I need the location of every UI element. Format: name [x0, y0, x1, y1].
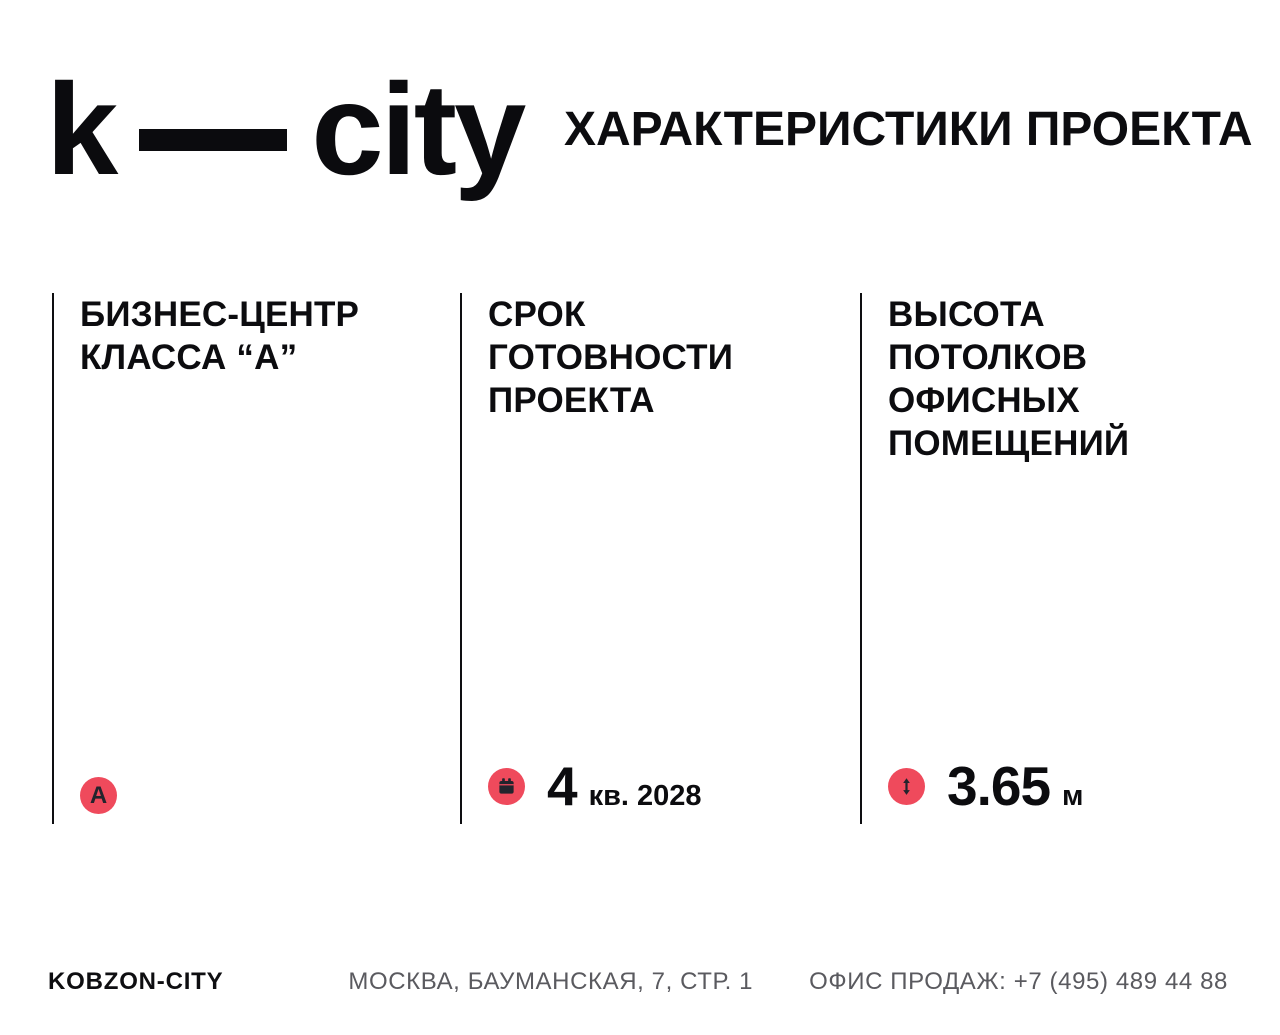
class-a-badge-icon: A: [80, 777, 117, 814]
footer-phone: ОФИС ПРОДАЖ: +7 (495) 489 44 88: [809, 968, 1228, 995]
feature-title-ceiling: ВЫСОТА ПОТОЛКОВ ОФИСНЫХ ПОМЕЩЕНИЙ: [888, 295, 1130, 463]
feature-stat-class: A: [80, 777, 117, 814]
footer: KOBZON-CITY МОСКВА, БАУМАНСКАЯ, 7, СТР. …: [48, 968, 1228, 996]
height-arrows-icon: [888, 768, 925, 805]
logo-word-city: city: [311, 56, 526, 202]
ceiling-height: 3.65: [947, 755, 1051, 817]
calendar-icon: [488, 768, 525, 805]
logo-letter-k: k: [46, 56, 118, 202]
feature-column-deadline: СРОК ГОТОВНОСТИ ПРОЕКТА 4 кв. 2028: [460, 293, 860, 824]
feature-column-class: БИЗНЕС-ЦЕНТР КЛАССА “А” A: [52, 293, 460, 824]
ceiling-unit: м: [1062, 780, 1084, 812]
feature-title-deadline: СРОК ГОТОВНОСТИ ПРОЕКТА: [488, 295, 734, 420]
feature-stat-ceiling: 3.65 м: [888, 759, 1084, 814]
brand-logo: k city: [46, 56, 526, 202]
deadline-unit: кв. 2028: [588, 780, 702, 812]
page-title: ХАРАКТЕРИСТИКИ ПРОЕКТА: [564, 103, 1253, 156]
feature-columns: БИЗНЕС-ЦЕНТР КЛАССА “А” A СРОК ГОТОВНОСТ…: [52, 293, 1232, 824]
feature-column-ceiling: ВЫСОТА ПОТОЛКОВ ОФИСНЫХ ПОМЕЩЕНИЙ 3.65 м: [860, 293, 1232, 824]
logo-dash: [139, 129, 288, 151]
ceiling-value-group: 3.65 м: [947, 759, 1084, 814]
deadline-value-group: 4 кв. 2028: [547, 759, 702, 814]
feature-title-class: БИЗНЕС-ЦЕНТР КЛАССА “А”: [80, 295, 360, 377]
footer-address: МОСКВА, БАУМАНСКАЯ, 7, СТР. 1: [348, 968, 754, 995]
class-a-letter: A: [89, 781, 108, 809]
feature-stat-deadline: 4 кв. 2028: [488, 759, 702, 814]
footer-brand: KOBZON-CITY: [48, 968, 224, 995]
deadline-quarter: 4: [547, 755, 578, 817]
